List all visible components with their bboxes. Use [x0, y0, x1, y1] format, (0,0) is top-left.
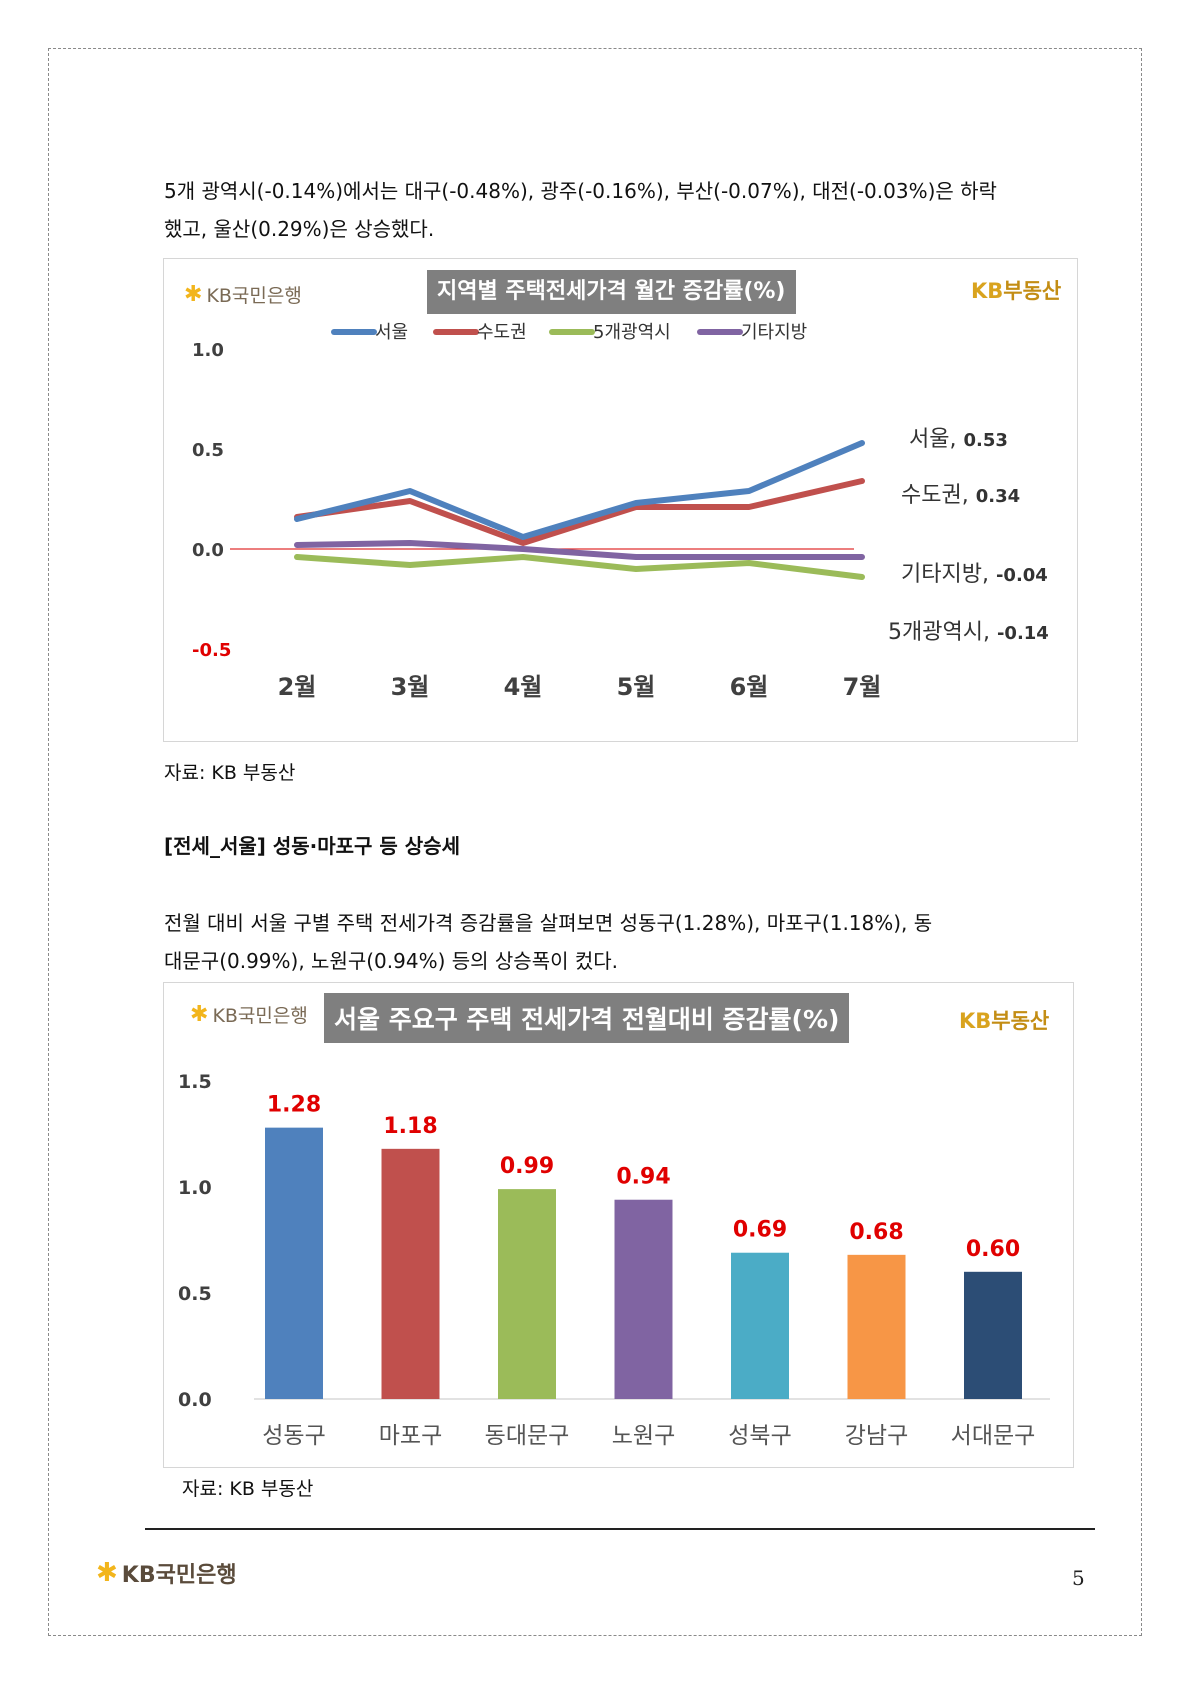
x-tick-label: 강남구: [845, 1423, 908, 1449]
series-end-label: 5개광역시, -0.14: [888, 620, 1049, 645]
legend-label: 수도권: [477, 322, 527, 343]
y-tick-label: 0.5: [192, 440, 224, 461]
y-tick-label: 0.5: [178, 1283, 212, 1305]
y-tick-label: 0.0: [178, 1389, 212, 1411]
kb-bank-logo: ✱ KB국민은행: [190, 1002, 308, 1027]
y-tick-label: 1.0: [192, 340, 224, 361]
section-heading: [전세_서울] 성동·마포구 등 상승세: [164, 834, 460, 858]
page-frame: [48, 48, 1142, 1636]
bar-마포구: [381, 1148, 440, 1399]
line-chart-title: 지역별 주택전세가격 월간 증감률(%): [427, 270, 796, 314]
bar-성북구: [731, 1252, 789, 1399]
legend-label: 서울: [375, 322, 408, 343]
kb-star-icon: ✱: [96, 1558, 118, 1588]
y-tick-label: 0.0: [192, 540, 224, 561]
bar-chart-svg: 1.5 1.0 0.5 0.0 1.28 성동구 1.18 마포구 0.99 동대문구 0.94 노원…: [178, 1071, 1050, 1449]
paragraph-line: 대문구(0.99%), 노원구(0.94%) 등의 상승폭이 컸다.: [164, 949, 619, 973]
bar-value-label: 0.99: [500, 1154, 554, 1179]
series-end-label: 기타지방, -0.04: [901, 562, 1048, 587]
kb-bank-logo: ✱ KB국민은행: [184, 282, 302, 307]
bar-value-label: 1.28: [267, 1093, 321, 1118]
x-tick-label: 6월: [730, 673, 769, 701]
kb-star-icon: ✱: [184, 282, 203, 307]
x-tick-label: 4월: [504, 673, 543, 701]
line-chart-svg: 1.0 0.5 0.0 -0.5 2월 3월 4월 5월 6월 7월 서울 수도권 5개광역시 기타지방서…: [192, 322, 1049, 701]
source-label: 자료: KB 부동산: [164, 762, 296, 784]
paragraph-line: 했고, 울산(0.29%)은 상승했다.: [164, 217, 435, 241]
bar-chart-title: 서울 주요구 주택 전세가격 전월대비 증감률(%): [324, 993, 850, 1043]
x-tick-label: 3월: [391, 673, 430, 701]
line-chart: ✱ KB국민은행 지역별 주택전세가격 월간 증감률(%) KB부동산 1.0 0…: [163, 258, 1078, 742]
bar-value-label: 1.18: [383, 1114, 437, 1139]
legend-label: 기타지방: [741, 322, 807, 343]
x-tick-label: 노원구: [612, 1423, 675, 1449]
paragraph-line: 전월 대비 서울 구별 주택 전세가격 증감률을 살펴보면 성동구(1.28%)…: [164, 911, 933, 935]
bar-value-label: 0.68: [849, 1220, 903, 1245]
footer-logo: ✱ KB국민은행: [96, 1558, 237, 1588]
bar-강남구: [847, 1254, 906, 1399]
page-number: 5: [1072, 1566, 1085, 1590]
x-tick-label: 2월: [278, 673, 317, 701]
series-line-서울: [294, 440, 865, 540]
footer-rule: [145, 1528, 1095, 1530]
bar-value-label: 0.60: [966, 1237, 1020, 1262]
paragraph-seoul-districts: 전월 대비 서울 구별 주택 전세가격 증감률을 살펴보면 성동구(1.28%)…: [164, 904, 1086, 980]
x-tick-label: 동대문구: [485, 1423, 570, 1449]
x-tick-label: 5월: [617, 673, 656, 701]
paragraph-line: 5개 광역시(-0.14%)에서는 대구(-0.48%), 광주(-0.16%)…: [164, 179, 997, 203]
bar-서대문구: [964, 1271, 1022, 1399]
y-tick-label: 1.0: [178, 1177, 212, 1199]
bar-chart: ✱ KB국민은행 서울 주요구 주택 전세가격 전월대비 증감률(%) KB부동…: [163, 982, 1074, 1468]
kb-real-estate-brand: KB부동산: [959, 1009, 1050, 1033]
x-tick-label: 7월: [843, 673, 882, 701]
x-tick-label: 성북구: [728, 1423, 791, 1449]
series-line-5개광역시: [294, 554, 865, 580]
x-tick-label: 마포구: [379, 1423, 442, 1449]
bar-value-label: 0.69: [733, 1218, 787, 1243]
series-end-label: 수도권, 0.34: [901, 483, 1020, 508]
bar-value-label: 0.94: [616, 1165, 670, 1190]
kb-star-icon: ✱: [190, 1002, 209, 1027]
series-line-기타지방: [294, 540, 865, 560]
bar-성동구: [265, 1127, 323, 1399]
series-end-label: 서울, 0.53: [909, 427, 1008, 452]
y-tick-label: -0.5: [192, 640, 231, 661]
y-tick-label: 1.5: [178, 1071, 212, 1093]
bar-동대문구: [498, 1189, 556, 1399]
kb-real-estate-brand: KB부동산: [971, 279, 1062, 303]
paragraph-metro-cities: 5개 광역시(-0.14%)에서는 대구(-0.48%), 광주(-0.16%)…: [164, 172, 1086, 248]
source-label: 자료: KB 부동산: [182, 1478, 314, 1500]
series-line-수도권: [294, 478, 865, 546]
legend-label: 5개광역시: [593, 322, 671, 343]
x-tick-label: 성동구: [262, 1423, 325, 1449]
bar-노원구: [614, 1199, 673, 1399]
x-tick-label: 서대문구: [951, 1423, 1036, 1449]
